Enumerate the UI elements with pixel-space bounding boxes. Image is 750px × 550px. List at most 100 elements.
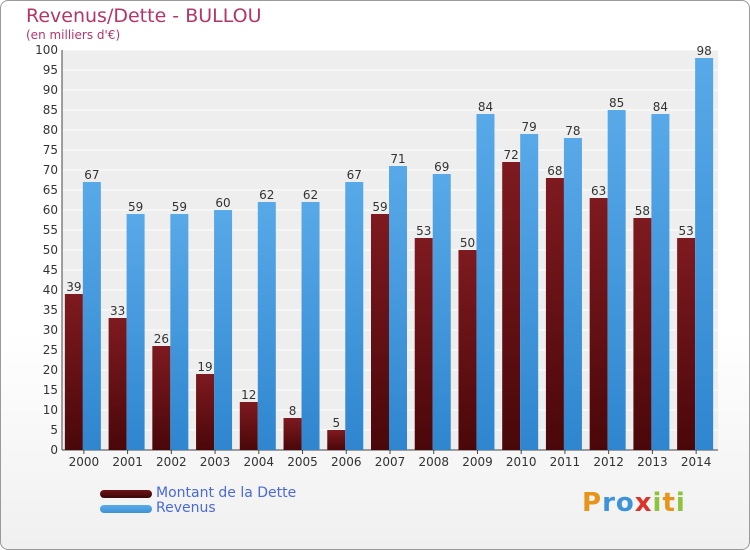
bar-revenus bbox=[651, 114, 670, 450]
bar-dette bbox=[327, 430, 346, 450]
bar-dette bbox=[458, 250, 477, 450]
bar-revenus bbox=[82, 182, 101, 450]
data-label-revenus: 79 bbox=[522, 120, 537, 134]
bar-revenus bbox=[301, 202, 320, 450]
data-label-revenus: 85 bbox=[609, 96, 624, 110]
bar-revenus bbox=[520, 134, 539, 450]
y-tick-label: 70 bbox=[43, 163, 58, 177]
y-tick-label: 50 bbox=[43, 243, 58, 257]
data-label-dette: 72 bbox=[504, 148, 519, 162]
x-tick-label: 2002 bbox=[156, 455, 187, 469]
x-tick-label: 2010 bbox=[506, 455, 537, 469]
y-tick-label: 5 bbox=[50, 423, 58, 437]
bar-revenus bbox=[170, 214, 189, 450]
y-tick-label: 35 bbox=[43, 303, 58, 317]
data-label-revenus: 78 bbox=[565, 124, 580, 138]
y-tick-label: 95 bbox=[43, 63, 58, 77]
x-tick-label: 2003 bbox=[200, 455, 231, 469]
y-tick-label: 30 bbox=[43, 323, 58, 337]
data-label-revenus: 67 bbox=[347, 168, 362, 182]
data-label-dette: 12 bbox=[241, 388, 256, 402]
data-label-dette: 68 bbox=[547, 164, 562, 178]
bar-revenus bbox=[214, 210, 233, 450]
y-tick-label: 40 bbox=[43, 283, 58, 297]
legend-label-revenus: Revenus bbox=[156, 500, 216, 516]
bar-dette bbox=[283, 418, 302, 450]
x-tick-label: 2005 bbox=[287, 455, 318, 469]
data-label-revenus: 62 bbox=[303, 188, 318, 202]
bar-dette bbox=[414, 238, 433, 450]
y-tick-label: 25 bbox=[43, 343, 58, 357]
data-label-dette: 26 bbox=[154, 332, 169, 346]
bar-dette bbox=[677, 238, 696, 450]
bar-dette bbox=[545, 178, 564, 450]
x-tick-label: 2007 bbox=[375, 455, 406, 469]
bar-dette bbox=[64, 294, 83, 450]
data-label-revenus: 60 bbox=[215, 196, 230, 210]
bar-revenus bbox=[607, 110, 626, 450]
y-tick-label: 75 bbox=[43, 143, 58, 157]
y-tick-label: 100 bbox=[35, 43, 58, 57]
x-tick-label: 2011 bbox=[550, 455, 581, 469]
bar-revenus bbox=[476, 114, 495, 450]
y-tick-label: 90 bbox=[43, 83, 58, 97]
bar-revenus bbox=[345, 182, 364, 450]
y-tick-label: 60 bbox=[43, 203, 58, 217]
data-label-revenus: 67 bbox=[84, 168, 99, 182]
data-label-dette: 58 bbox=[635, 204, 650, 218]
data-label-revenus: 84 bbox=[478, 100, 493, 114]
legend-swatch-dette bbox=[100, 490, 152, 498]
bar-dette bbox=[589, 198, 608, 450]
y-tick-label: 55 bbox=[43, 223, 58, 237]
data-label-dette: 53 bbox=[678, 224, 693, 238]
bar-dette bbox=[239, 402, 258, 450]
y-tick-label: 10 bbox=[43, 403, 58, 417]
data-label-dette: 63 bbox=[591, 184, 606, 198]
y-tick-label: 20 bbox=[43, 363, 58, 377]
y-tick-label: 80 bbox=[43, 123, 58, 137]
bar-dette bbox=[108, 318, 127, 450]
data-label-dette: 5 bbox=[332, 416, 340, 430]
logo-letter-0: P bbox=[582, 488, 603, 518]
x-tick-label: 2006 bbox=[331, 455, 362, 469]
data-label-dette: 53 bbox=[416, 224, 431, 238]
data-label-dette: 59 bbox=[372, 200, 387, 214]
x-tick-label: 2012 bbox=[593, 455, 624, 469]
bar-dette bbox=[196, 374, 215, 450]
proxiti-logo[interactable]: Proxiti bbox=[582, 488, 686, 518]
x-tick-label: 2001 bbox=[112, 455, 143, 469]
legend-label-dette: Montant de la Dette bbox=[156, 485, 297, 501]
data-label-revenus: 62 bbox=[259, 188, 274, 202]
bar-dette bbox=[152, 346, 171, 450]
chart-title: Revenus/Dette - BULLOU bbox=[26, 5, 262, 27]
data-label-dette: 39 bbox=[66, 280, 81, 294]
bar-dette bbox=[633, 218, 652, 450]
bar-revenus bbox=[257, 202, 276, 450]
y-tick-label: 65 bbox=[43, 183, 58, 197]
x-tick-label: 2000 bbox=[69, 455, 100, 469]
bar-revenus bbox=[126, 214, 145, 450]
data-label-revenus: 98 bbox=[696, 44, 711, 58]
x-tick-label: 2013 bbox=[637, 455, 668, 469]
bar-revenus bbox=[695, 58, 714, 450]
x-tick-label: 2014 bbox=[681, 455, 712, 469]
x-tick-label: 2004 bbox=[244, 455, 275, 469]
bar-dette bbox=[371, 214, 389, 450]
y-tick-label: 15 bbox=[43, 383, 58, 397]
logo-letter-6: i bbox=[675, 488, 686, 518]
bar-revenus bbox=[432, 174, 451, 450]
bar-revenus bbox=[389, 166, 407, 450]
data-label-dette: 50 bbox=[460, 236, 475, 250]
y-tick-label: 0 bbox=[50, 443, 58, 457]
y-tick-label: 45 bbox=[43, 263, 58, 277]
data-label-revenus: 71 bbox=[390, 152, 405, 166]
data-label-revenus: 84 bbox=[653, 100, 668, 114]
logo-letter-1: r bbox=[602, 488, 616, 518]
y-tick-label: 85 bbox=[43, 103, 58, 117]
bar-dette bbox=[502, 162, 521, 450]
data-label-revenus: 59 bbox=[128, 200, 143, 214]
data-label-revenus: 69 bbox=[434, 160, 449, 174]
data-label-dette: 19 bbox=[197, 360, 212, 374]
logo-letter-2: o bbox=[615, 488, 635, 518]
